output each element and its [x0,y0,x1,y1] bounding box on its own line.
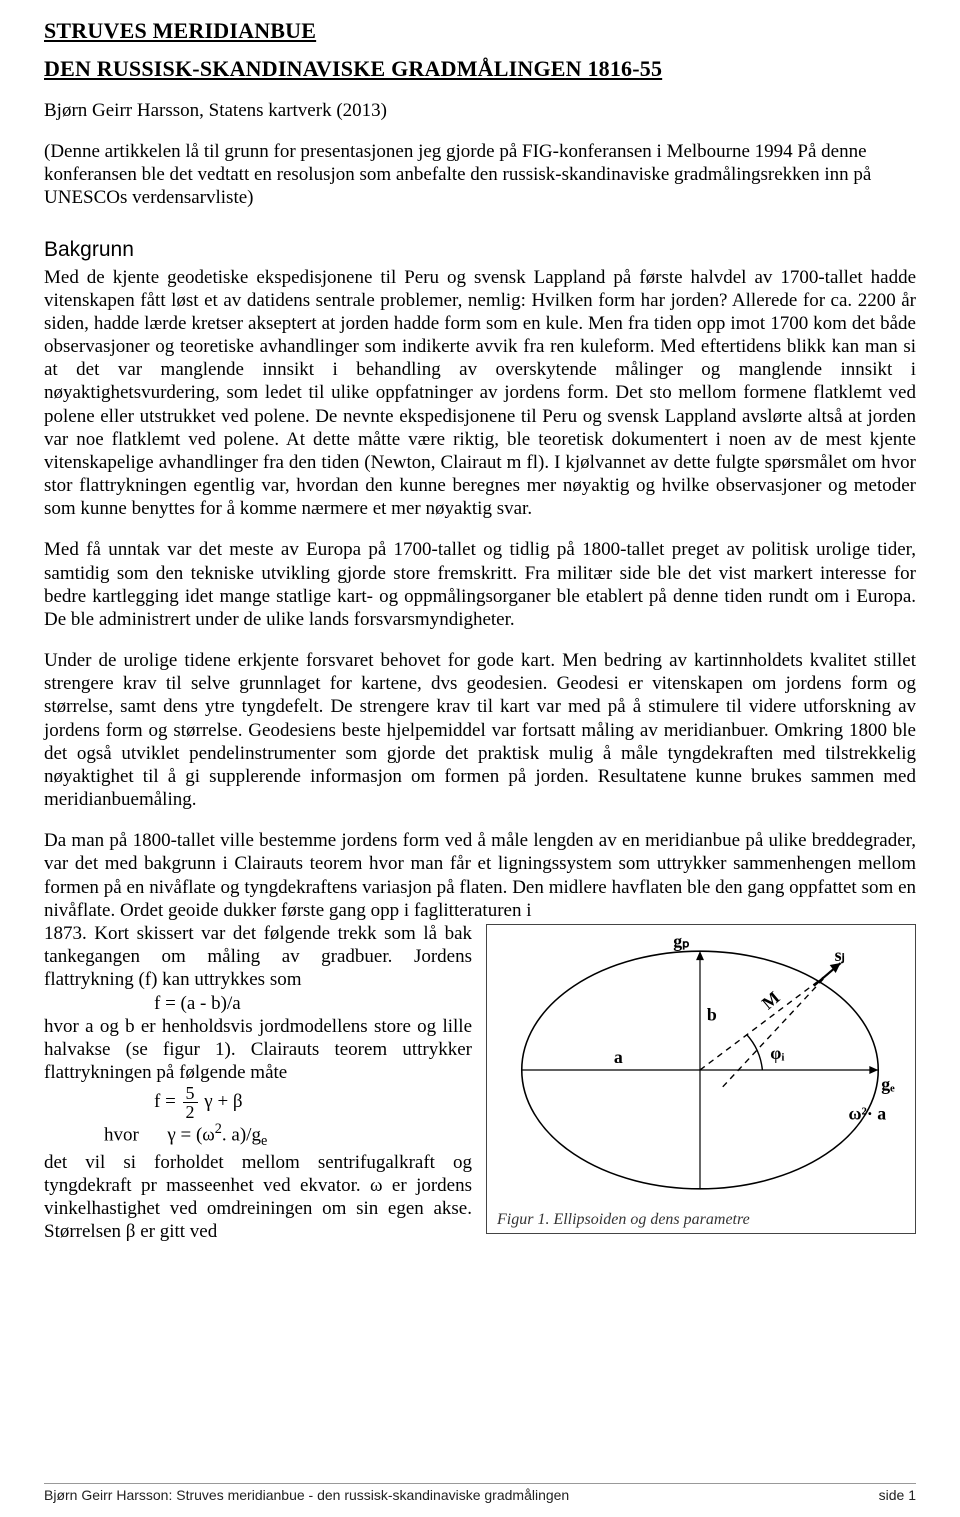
eq2-num: 5 [183,1084,198,1103]
p4b-l1: 1873. Kort skissert var det følgende tre… [44,923,437,944]
eq2-frac: 52 [181,1084,200,1121]
paragraph-4a: Da man på 1800-tallet ville bestemme jor… [44,829,916,922]
eq3-mid: γ = (ω [167,1125,214,1146]
page-footer: Bjørn Geirr Harsson: Struves meridianbue… [44,1483,916,1503]
eq2-lhs: f = [154,1091,181,1112]
title-main: STRUVES MERIDIANBUE [44,18,916,44]
author-line: Bjørn Geirr Harsson, Statens kartverk (2… [44,100,916,122]
label-gp: gₚ [673,935,690,951]
wrap-region: a b gₚ gₑ sⱼ M φᵢ ω²· a Figur 1. Ellipso… [44,922,916,1243]
label-phi: φᵢ [770,1043,784,1063]
p4b-l9: tyngdekraft pr masseenhet ved ekvator. ω… [44,1175,407,1196]
figure-1: a b gₚ gₑ sⱼ M φᵢ ω²· a Figur 1. Ellipso… [486,924,916,1234]
label-b: b [707,1004,717,1024]
section-heading: Bakgrunn [44,238,916,262]
figure-caption: Figur 1. Ellipsoiden og dens parametre [497,1211,905,1229]
footer-left: Bjørn Geirr Harsson: Struves meridianbue… [44,1487,569,1503]
eq3-post: . a)/g [222,1125,261,1146]
p4b-l8: det vil si forholdet mellom sentrifugalk… [44,1152,472,1173]
eq3-sup: 2 [215,1121,222,1137]
label-sj: sⱼ [835,945,845,965]
label-ge: gₑ [881,1074,895,1094]
conference-note: (Denne artikkelen lå til grunn for prese… [44,140,916,210]
ellipsoid-diagram: a b gₚ gₑ sⱼ M φᵢ ω²· a [497,935,903,1205]
p4b-l4: hvor a og b er henholdsvis jordmodellens… [44,1016,411,1037]
document-page: STRUVES MERIDIANBUE DEN RUSSISK-SKANDINA… [0,0,960,1517]
label-a: a [614,1047,623,1067]
title-sub: DEN RUSSISK-SKANDINAVISKE GRADMÅLINGEN 1… [44,56,916,82]
eq3-pre: hvor [104,1125,139,1146]
label-omega: ω²· a [849,1103,887,1123]
eq2-rhs: γ + β [200,1091,243,1112]
footer-right: side 1 [879,1487,916,1503]
paragraph-1: Med de kjente geodetiske ekspedisjonene … [44,266,916,521]
paragraph-2: Med få unntak var det meste av Europa på… [44,538,916,631]
eq2-den: 2 [183,1103,198,1121]
eq3-sub: e [261,1133,267,1149]
paragraph-3: Under de urolige tidene erkjente forsvar… [44,649,916,811]
